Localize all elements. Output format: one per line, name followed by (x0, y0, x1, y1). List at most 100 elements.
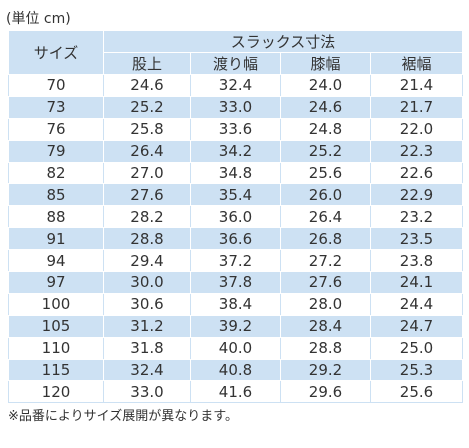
value-cell: 29.6 (280, 380, 371, 404)
table-body: 70 24.6 32.4 24.0 21.4 73 25.2 33.0 24.6 21.7 76 25… (8, 74, 463, 404)
footnote: ※品番によりサイズ展開が異なります。 (8, 409, 238, 424)
value-cell: 28.8 (103, 227, 191, 251)
table-row: 120 33.0 41.6 29.6 25.6 (8, 380, 463, 404)
size-cell: 82 (8, 161, 104, 185)
size-cell: 105 (8, 314, 104, 338)
value-cell: 23.8 (370, 249, 463, 273)
value-cell: 27.6 (103, 183, 191, 207)
column-header: 裾幅 (370, 52, 463, 75)
value-cell: 24.1 (370, 271, 463, 294)
value-cell: 27.2 (280, 249, 371, 273)
size-header: サイズ (8, 30, 104, 75)
column-header: 渡り幅 (190, 52, 281, 75)
table-row: 91 28.8 36.6 26.8 23.5 (8, 227, 463, 251)
value-cell: 22.3 (370, 139, 463, 163)
value-cell: 21.7 (370, 95, 463, 119)
value-cell: 30.0 (103, 271, 191, 294)
value-cell: 24.7 (370, 314, 463, 338)
value-cell: 36.6 (190, 227, 281, 251)
value-cell: 25.6 (280, 161, 371, 185)
size-cell: 110 (8, 336, 104, 360)
size-cell: 76 (8, 117, 104, 141)
value-cell: 33.0 (190, 95, 281, 119)
size-cell: 100 (8, 292, 104, 316)
table-header: サイズ スラックス寸法 股上 渡り幅 膝幅 裾幅 (8, 30, 463, 75)
value-cell: 23.2 (370, 205, 463, 229)
value-cell: 25.6 (370, 380, 463, 404)
value-cell: 28.4 (280, 314, 371, 338)
value-cell: 25.2 (103, 95, 191, 119)
value-cell: 30.6 (103, 292, 191, 316)
value-cell: 25.3 (370, 358, 463, 382)
table-row: 97 30.0 37.8 27.6 24.1 (8, 271, 463, 294)
value-cell: 32.4 (190, 74, 281, 97)
value-cell: 26.4 (280, 205, 371, 229)
size-table: サイズ スラックス寸法 股上 渡り幅 膝幅 裾幅 70 24.6 32.4 24.0 21.4… (8, 30, 463, 404)
table-row: 110 31.8 40.0 28.8 25.0 (8, 336, 463, 360)
table-row: 100 30.6 38.4 28.0 24.4 (8, 292, 463, 316)
value-cell: 23.5 (370, 227, 463, 251)
value-cell: 38.4 (190, 292, 281, 316)
value-cell: 37.8 (190, 271, 281, 294)
table-row: 88 28.2 36.0 26.4 23.2 (8, 205, 463, 229)
table-row: 94 29.4 37.2 27.2 23.8 (8, 249, 463, 273)
size-cell: 85 (8, 183, 104, 207)
size-cell: 91 (8, 227, 104, 251)
size-cell: 94 (8, 249, 104, 273)
column-header: 股上 (103, 52, 191, 75)
value-cell: 28.8 (280, 336, 371, 360)
value-cell: 37.2 (190, 249, 281, 273)
value-cell: 41.6 (190, 380, 281, 404)
size-cell: 79 (8, 139, 104, 163)
value-cell: 26.4 (103, 139, 191, 163)
group-header: スラックス寸法 (103, 30, 463, 53)
table-row: 76 25.8 33.6 24.8 22.0 (8, 117, 463, 141)
size-cell: 70 (8, 74, 104, 97)
size-cell: 73 (8, 95, 104, 119)
value-cell: 24.6 (103, 74, 191, 97)
table-row: 105 31.2 39.2 28.4 24.7 (8, 314, 463, 338)
column-header: 膝幅 (280, 52, 371, 75)
value-cell: 24.8 (280, 117, 371, 141)
value-cell: 26.8 (280, 227, 371, 251)
value-cell: 28.2 (103, 205, 191, 229)
table-row: 73 25.2 33.0 24.6 21.7 (8, 95, 463, 119)
value-cell: 28.0 (280, 292, 371, 316)
value-cell: 31.8 (103, 336, 191, 360)
value-cell: 29.2 (280, 358, 371, 382)
value-cell: 24.0 (280, 74, 371, 97)
value-cell: 21.4 (370, 74, 463, 97)
value-cell: 31.2 (103, 314, 191, 338)
value-cell: 33.6 (190, 117, 281, 141)
value-cell: 22.9 (370, 183, 463, 207)
table-row: 70 24.6 32.4 24.0 21.4 (8, 74, 463, 97)
size-cell: 88 (8, 205, 104, 229)
table-row: 85 27.6 35.4 26.0 22.9 (8, 183, 463, 207)
value-cell: 39.2 (190, 314, 281, 338)
value-cell: 25.0 (370, 336, 463, 360)
value-cell: 24.4 (370, 292, 463, 316)
size-cell: 97 (8, 271, 104, 294)
table-row: 82 27.0 34.8 25.6 22.6 (8, 161, 463, 185)
size-cell: 120 (8, 380, 104, 404)
value-cell: 33.0 (103, 380, 191, 404)
value-cell: 26.0 (280, 183, 371, 207)
value-cell: 25.2 (280, 139, 371, 163)
value-cell: 25.8 (103, 117, 191, 141)
value-cell: 27.0 (103, 161, 191, 185)
value-cell: 34.8 (190, 161, 281, 185)
value-cell: 36.0 (190, 205, 281, 229)
value-cell: 32.4 (103, 358, 191, 382)
value-cell: 27.6 (280, 271, 371, 294)
value-cell: 22.6 (370, 161, 463, 185)
value-cell: 40.0 (190, 336, 281, 360)
value-cell: 35.4 (190, 183, 281, 207)
value-cell: 29.4 (103, 249, 191, 273)
value-cell: 22.0 (370, 117, 463, 141)
value-cell: 40.8 (190, 358, 281, 382)
unit-caption: (単位 cm) (6, 11, 71, 27)
value-cell: 34.2 (190, 139, 281, 163)
table-row: 115 32.4 40.8 29.2 25.3 (8, 358, 463, 382)
table-row: 79 26.4 34.2 25.2 22.3 (8, 139, 463, 163)
